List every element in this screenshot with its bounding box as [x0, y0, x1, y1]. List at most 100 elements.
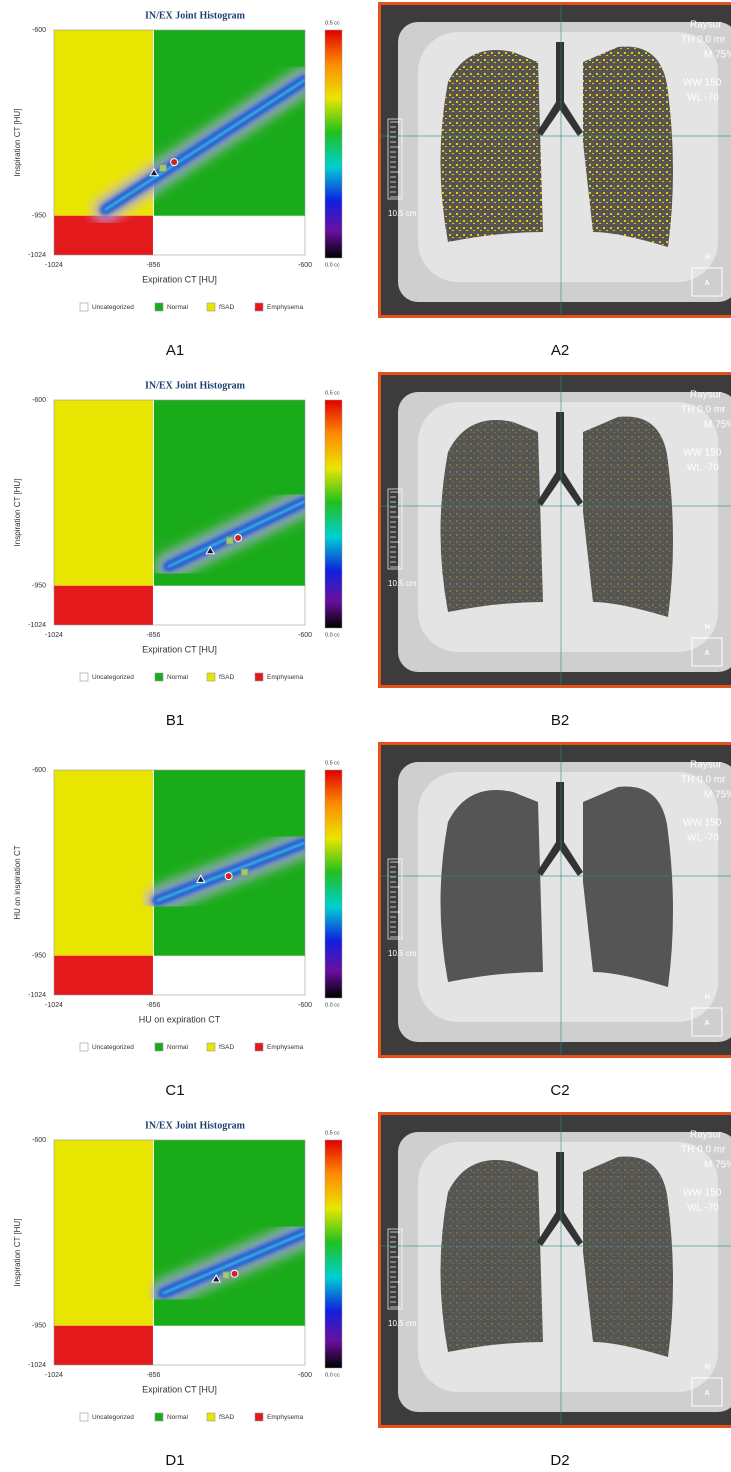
ct-image: 10.5 cm Raysur TH 0.0 mr M 75% WW 150 WL -70 H… [378, 2, 731, 318]
colorbar [324, 769, 343, 999]
x-tick-label: -1024 [45, 1372, 63, 1379]
panel-label: A2 [551, 342, 569, 359]
ruler [387, 858, 403, 940]
legend-swatch [206, 672, 216, 682]
region-fsad [54, 1140, 154, 1326]
colorbar-label: 0.5 cc [325, 1130, 340, 1136]
marker-circle [230, 1269, 239, 1278]
overlay-text: WW 150 [683, 1188, 722, 1199]
legend-swatch [206, 1412, 216, 1422]
legend-swatch [79, 672, 89, 682]
orientation-label: H [705, 1364, 710, 1371]
legend-swatch [206, 1042, 216, 1052]
overlay-text: WL -70 [687, 833, 719, 844]
panel-label: D2 [550, 1452, 569, 1469]
legend-swatch [206, 302, 216, 312]
lung-overlay [583, 46, 673, 247]
orientation-label: H [705, 994, 710, 1001]
overlay-text: M 75% [704, 790, 731, 801]
orientation-label: A [704, 280, 709, 287]
y-axis-label: HU on inspiration CT [13, 845, 22, 919]
legend-label: Uncategorized [92, 674, 134, 681]
colorbar [324, 399, 343, 629]
colorbar-label: 0.5 cc [325, 390, 340, 396]
ct-image: 10.5 cm Raysur TH 0.0 mr M 75% WW 150 WL -70 H… [378, 372, 731, 688]
orientation-label: A [704, 1390, 709, 1397]
panel-label: B1 [166, 712, 184, 729]
orientation-label: H [705, 624, 710, 631]
legend-label: fSAD [219, 1414, 234, 1421]
ruler [387, 118, 403, 200]
legend-swatch [154, 302, 164, 312]
y-tick-label: -950 [32, 1323, 46, 1330]
chart-title: IN/EX Joint Histogram [145, 1120, 246, 1131]
x-tick-label: -600 [298, 632, 312, 639]
panel-label: B2 [551, 712, 569, 729]
x-tick-label: -1024 [45, 1002, 63, 1009]
legend-swatch [254, 672, 264, 682]
x-axis-label: Expiration CT [HU] [142, 1384, 217, 1394]
region-emphysema [54, 585, 154, 625]
ruler [387, 488, 403, 570]
marker-circle [224, 872, 233, 881]
density-ridge [162, 1232, 305, 1295]
lung-overlay [583, 1156, 673, 1357]
overlay-text: Raysur [690, 20, 722, 31]
y-tick-label: -950 [32, 213, 46, 220]
histogram-panel: -1024 -856 -600 -1024 -950 -600 IN/EX Joint Hi… [13, 372, 731, 729]
x-tick-label: -1024 [45, 262, 63, 269]
marker-square [240, 868, 249, 877]
ruler [387, 1228, 403, 1310]
x-axis-label: HU on expiration CT [139, 1014, 221, 1024]
region-fsad [54, 400, 154, 586]
lung-overlay [440, 1160, 543, 1352]
density [149, 1219, 305, 1307]
x-axis-label: Expiration CT [HU] [142, 644, 217, 654]
marker-circle [234, 533, 243, 542]
overlay-text: M 75% [704, 420, 731, 431]
marker-circle [170, 158, 179, 167]
trachea [537, 412, 583, 506]
legend-swatch [254, 1412, 264, 1422]
legend-swatch [154, 672, 164, 682]
overlay-text: Raysur [690, 1130, 722, 1141]
lung-overlay [440, 50, 543, 242]
overlay-text: M 75% [704, 1160, 731, 1171]
histogram-panel: -1024 -856 -600 -1024 -950 -600 HU on expirati… [13, 742, 731, 1099]
marker-square [158, 163, 167, 172]
y-tick-label: -600 [32, 767, 46, 774]
histogram-panel: -1024 -856 -600 -1024 -950 -600 IN/EX Joint Hi… [13, 1112, 731, 1469]
legend-label: fSAD [219, 304, 234, 311]
scale-label: 10.5 cm [388, 579, 417, 588]
x-tick-label: -856 [146, 262, 160, 269]
y-axis-label: Inspiration CT [HU] [13, 1219, 22, 1287]
colorbar-label: 0.0 cc [325, 262, 340, 268]
overlay-text: TH 0.0 mr [681, 775, 726, 786]
overlay-text: WW 150 [683, 448, 722, 459]
legend-label: Uncategorized [92, 1414, 134, 1421]
marker-triangle [205, 545, 216, 555]
ct-image: 10.5 cm Raysur TH 0.0 mr M 75% WW 150 WL -70 H… [378, 1112, 731, 1428]
overlay-text: M 75% [704, 50, 731, 61]
legend-swatch [254, 1042, 264, 1052]
overlay-text: WW 150 [683, 78, 722, 89]
trachea [537, 42, 583, 136]
legend-label: Emphysema [267, 1414, 304, 1421]
panel-label: A1 [166, 342, 184, 359]
panel-label: C1 [165, 1082, 184, 1099]
region-fsad [54, 770, 154, 956]
overlay-text: WW 150 [683, 818, 722, 829]
orientation-box [691, 637, 723, 667]
legend-label: Normal [167, 1044, 189, 1051]
orientation-label: H [705, 254, 710, 261]
region-uncategorized [153, 585, 305, 625]
plot-frame [53, 29, 306, 256]
legend-label: fSAD [219, 1044, 234, 1051]
trachea [537, 1152, 583, 1246]
x-tick-label: -600 [298, 262, 312, 269]
legend-label: Uncategorized [92, 1044, 134, 1051]
legend-swatch [79, 1042, 89, 1052]
overlay-text: WL -70 [687, 463, 719, 474]
x-tick-label: -856 [146, 632, 160, 639]
x-tick-label: -600 [298, 1002, 312, 1009]
